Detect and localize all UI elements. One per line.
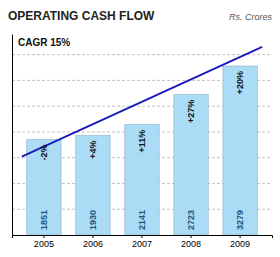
trend-line bbox=[22, 47, 262, 157]
x-tick: 2009 bbox=[230, 235, 250, 249]
growth-label: -2% bbox=[39, 145, 49, 161]
data-label: 1851 bbox=[39, 210, 49, 230]
growth-label: +11% bbox=[137, 130, 147, 153]
x-tick-mark bbox=[240, 235, 241, 238]
bar bbox=[27, 140, 61, 235]
x-tick: 2008 bbox=[181, 235, 201, 249]
data-label: 2141 bbox=[137, 210, 147, 230]
growth-label: +4% bbox=[88, 141, 98, 159]
x-tick-label: 2009 bbox=[230, 239, 250, 249]
x-tick-mark bbox=[92, 235, 93, 238]
x-tick-mark bbox=[142, 235, 143, 238]
growth-label: +27% bbox=[186, 100, 196, 123]
bar bbox=[76, 136, 110, 235]
title: OPERATING CASH FLOW bbox=[8, 9, 155, 23]
bar bbox=[125, 125, 159, 235]
x-axis-line bbox=[13, 236, 273, 239]
bar bbox=[174, 95, 208, 235]
data-label: 1930 bbox=[88, 210, 98, 230]
y-axis bbox=[12, 35, 14, 236]
growth-label: +20% bbox=[235, 71, 245, 94]
data-label: 2723 bbox=[186, 210, 196, 230]
bar bbox=[223, 66, 257, 235]
annotation: CAGR 15% bbox=[18, 37, 70, 48]
x-tick-label: 2008 bbox=[181, 239, 201, 249]
data-label: 3279 bbox=[235, 210, 245, 230]
x-tick-mark bbox=[191, 235, 192, 238]
chart: OPERATING CASH FLOWRs. Crores20052006200… bbox=[0, 0, 280, 257]
x-tick-label: 2007 bbox=[132, 239, 152, 249]
subtitle: Rs. Crores bbox=[229, 12, 273, 22]
grid-line bbox=[12, 54, 272, 55]
x-tick-mark bbox=[43, 235, 44, 238]
x-tick: 2006 bbox=[83, 235, 103, 249]
y-axis-line bbox=[12, 35, 13, 236]
x-axis: 2005 2006 2007 2008 2009 bbox=[13, 235, 273, 249]
x-tick: 2007 bbox=[132, 235, 152, 249]
x-tick-label: 2006 bbox=[83, 239, 103, 249]
marks bbox=[22, 47, 262, 235]
plot: 2005 2006 2007 2008 2009 1851 1930 2141 2723 3279… bbox=[12, 35, 273, 250]
x-tick: 2005 bbox=[34, 235, 54, 249]
labels: 1851 1930 2141 2723 3279 -2% +4% +11% +27% +20% CA… bbox=[18, 37, 245, 230]
x-tick-label: 2005 bbox=[34, 239, 54, 249]
